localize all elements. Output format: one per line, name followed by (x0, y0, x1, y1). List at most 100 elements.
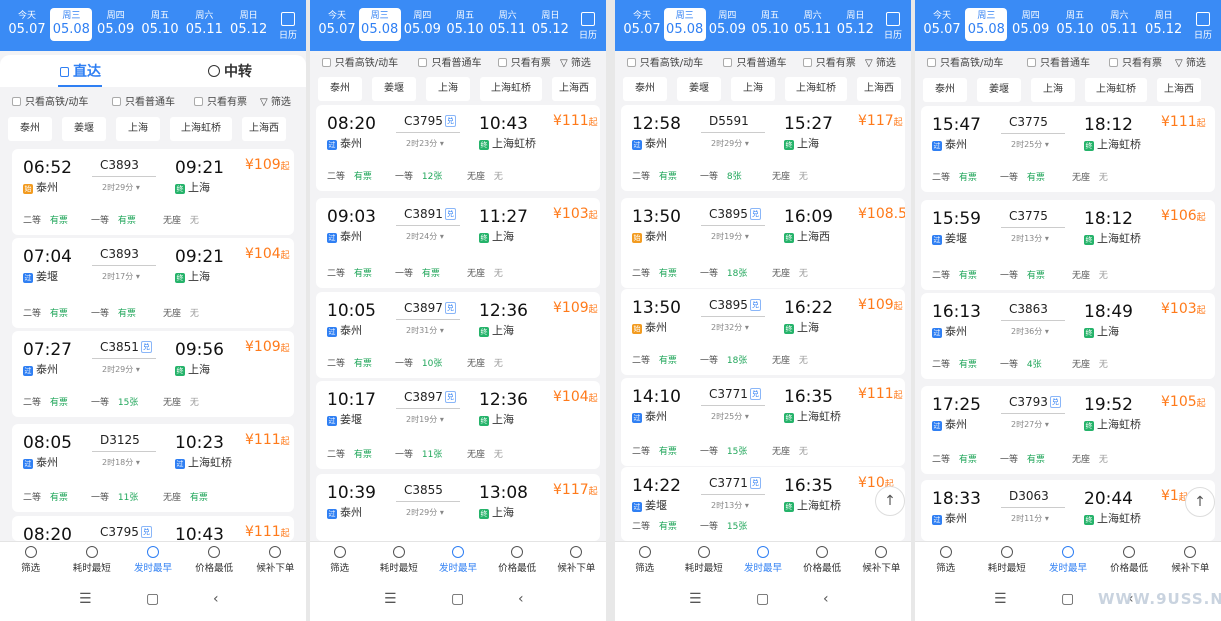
station-chip-4[interactable]: 上海虹桥 (480, 77, 542, 101)
sort-tab-2[interactable]: 耗时最短 (68, 546, 116, 574)
train-card[interactable]: 18:33 D3063 2时11分 ▾ 20:44 过泰州 终上海虹桥 ¥1起 (921, 480, 1215, 541)
sort-tab-5[interactable]: 候补下单 (552, 546, 600, 574)
date-tab-05.12[interactable]: 周日 05.12 (228, 10, 270, 38)
home-icon[interactable]: ▢ (756, 591, 770, 607)
filter-button[interactable]: ▽ 筛选 (260, 93, 291, 108)
train-card[interactable]: 12:58 D5591 2时29分 ▾ 15:27 过泰州终上海 ¥117起 二等 有票 一等… (621, 105, 905, 191)
train-card[interactable]: 13:50 C3895 兑 2时32分 ▾ 16:22 始泰州终上海 ¥109起 二等 有票一… (621, 289, 905, 375)
station-chip-5[interactable]: 上海西 (242, 117, 286, 141)
sort-tab-5[interactable]: 候补下单 (857, 546, 905, 574)
station-chip-5[interactable]: 上海西 (857, 77, 901, 101)
filter-checkbox-1[interactable]: 只看高铁/动车 (12, 93, 88, 108)
filter-checkbox-2[interactable]: 只看普通车 (1027, 54, 1090, 69)
sort-tab-4[interactable]: 价格最低 (493, 546, 541, 574)
sort-tab-4[interactable]: 价格最低 (798, 546, 846, 574)
date-tab-05.08[interactable]: 周三 05.08 (965, 8, 1008, 41)
station-chip-1[interactable]: 泰州 (623, 77, 667, 101)
train-card[interactable]: 14:22 C3771 兑 2时13分 ▾ 16:35 过姜堰终上海虹桥 ¥10起 二等 有票… (621, 467, 905, 541)
train-card[interactable]: 09:03 C3891 兑 2时24分 ▾ 11:27 过泰州终上海 ¥103起 二等 有票一… (316, 198, 600, 288)
date-tab-05.10[interactable]: 周五 05.10 (139, 10, 181, 38)
home-icon[interactable]: ▢ (146, 591, 160, 607)
date-tab-05.07[interactable]: 今天 05.07 (6, 10, 48, 38)
filter-button[interactable]: ▽ 筛选 (865, 54, 896, 69)
station-chip-4[interactable]: 上海虹桥 (1085, 78, 1147, 102)
station-chip-1[interactable]: 泰州 (923, 78, 967, 102)
sort-tab-2[interactable]: 耗时最短 (983, 546, 1031, 574)
calendar-button[interactable]: 日历 (1189, 12, 1217, 41)
date-tab-05.10[interactable]: 周五 05.10 (1054, 10, 1096, 38)
date-tab-05.08[interactable]: 周三 05.08 (663, 8, 706, 41)
date-tab-05.09[interactable]: 周四 05.09 (1010, 10, 1052, 38)
filter-checkbox-2[interactable]: 只看普通车 (723, 54, 786, 69)
train-card[interactable]: 17:25 C3793 兑 2时27分 ▾ 19:52 过泰州终上海虹桥 ¥105起 二等 有… (921, 386, 1215, 474)
station-chip-2[interactable]: 姜堰 (977, 78, 1021, 102)
station-chip-4[interactable]: 上海虹桥 (785, 77, 847, 101)
train-card[interactable]: 10:17 C3897 兑 2时19分 ▾ 12:36 过姜堰终上海 ¥104起 二等 有票一… (316, 381, 600, 469)
date-tab-05.11[interactable]: 周六 05.11 (1098, 10, 1140, 38)
date-tab-05.07[interactable]: 今天 05.07 (316, 10, 358, 38)
station-chip-3[interactable]: 上海 (426, 77, 470, 101)
back-icon[interactable]: ‹ (823, 591, 829, 607)
station-chip-4[interactable]: 上海虹桥 (170, 117, 232, 141)
date-tab-05.09[interactable]: 周四 05.09 (401, 10, 443, 38)
sort-tab-4[interactable]: 价格最低 (190, 546, 238, 574)
sort-tab-3[interactable]: 发时最早 (129, 546, 177, 574)
menu-icon[interactable]: ☰ (384, 591, 397, 607)
date-tab-05.12[interactable]: 周日 05.12 (834, 10, 876, 38)
sort-tab-1[interactable]: 筛选 (621, 546, 669, 574)
home-icon[interactable]: ▢ (451, 591, 465, 607)
sort-tab-1[interactable]: 筛选 (316, 546, 364, 574)
sort-tab-4[interactable]: 价格最低 (1105, 546, 1153, 574)
station-chip-1[interactable]: 泰州 (8, 117, 52, 141)
filter-button[interactable]: ▽ 筛选 (1175, 54, 1206, 69)
sort-tab-2[interactable]: 耗时最短 (680, 546, 728, 574)
menu-icon[interactable]: ☰ (689, 591, 702, 607)
date-tab-05.10[interactable]: 周五 05.10 (749, 10, 791, 38)
sort-tab-5[interactable]: 候补下单 (1166, 546, 1214, 574)
date-tab-05.11[interactable]: 周六 05.11 (183, 10, 225, 38)
station-chip-5[interactable]: 上海西 (552, 77, 596, 101)
scroll-top-button[interactable]: ↑ (875, 486, 905, 516)
filter-button[interactable]: ▽ 筛选 (560, 54, 591, 69)
train-card[interactable]: 14:10 C3771 兑 2时25分 ▾ 16:35 过泰州终上海虹桥 ¥111起 二等 有… (621, 378, 905, 466)
back-icon[interactable]: ‹ (518, 591, 524, 607)
menu-icon[interactable]: ☰ (79, 591, 92, 607)
date-tab-05.11[interactable]: 周六 05.11 (487, 10, 529, 38)
calendar-button[interactable]: 日历 (574, 12, 602, 41)
filter-checkbox-3[interactable]: 只看有票 (497, 54, 551, 69)
station-chip-5[interactable]: 上海西 (1157, 78, 1201, 102)
date-tab-05.08[interactable]: 周三 05.08 (358, 8, 401, 41)
train-card[interactable]: 08:05 D3125 2时18分 ▾ 10:23 过泰州过上海虹桥 ¥111起 二等 有票… (12, 424, 294, 512)
date-tab-05.07[interactable]: 今天 05.07 (921, 10, 963, 38)
station-chip-2[interactable]: 姜堰 (62, 117, 106, 141)
date-tab-05.10[interactable]: 周五 05.10 (444, 10, 486, 38)
train-card[interactable]: 16:13 C3863 2时36分 ▾ 18:49 过泰州终上海 ¥103起 二等 有票 一等… (921, 293, 1215, 379)
station-chip-1[interactable]: 泰州 (318, 77, 362, 101)
station-chip-2[interactable]: 姜堰 (677, 77, 721, 101)
train-card[interactable]: 15:47 C3775 2时25分 ▾ 18:12 过泰州 终上海虹桥 ¥111起 二等 有票… (921, 106, 1215, 192)
filter-checkbox-1[interactable]: 只看高铁/动车 (927, 54, 1003, 69)
sort-tab-1[interactable]: 筛选 (922, 546, 970, 574)
tab-direct[interactable]: 直达 (60, 61, 101, 81)
train-card[interactable]: 08:20 C3795 兑 2时23分 ▾ 10:43 过泰州终上海虹桥 ¥111起 二等 有… (316, 105, 600, 191)
date-tab-05.07[interactable]: 今天 05.07 (621, 10, 663, 38)
date-tab-05.09[interactable]: 周四 05.09 (706, 10, 748, 38)
station-chip-3[interactable]: 上海 (731, 77, 775, 101)
station-chip-3[interactable]: 上海 (116, 117, 160, 141)
date-tab-05.08[interactable]: 周三 05.08 (50, 8, 93, 41)
sort-tab-2[interactable]: 耗时最短 (375, 546, 423, 574)
date-tab-05.11[interactable]: 周六 05.11 (792, 10, 834, 38)
sort-tab-3[interactable]: 发时最早 (1044, 546, 1092, 574)
train-card[interactable]: 07:04 C3893 2时17分 ▾ 09:21 过姜堰终上海 ¥104起 二等 有票 一等… (12, 238, 294, 328)
sort-tab-1[interactable]: 筛选 (7, 546, 55, 574)
station-chip-2[interactable]: 姜堰 (372, 77, 416, 101)
sort-tab-5[interactable]: 候补下单 (251, 546, 299, 574)
tab-transfer[interactable]: 中转 (208, 61, 252, 81)
train-card[interactable]: 06:52 C3893 2时29分 ▾ 09:21 始泰州终上海 ¥109起 二等 有票 一等… (12, 149, 294, 235)
filter-checkbox-3[interactable]: 只看有票 (1109, 54, 1162, 69)
sort-tab-3[interactable]: 发时最早 (434, 546, 482, 574)
calendar-button[interactable]: 日历 (879, 12, 907, 41)
train-card[interactable]: 07:27 C3851 兑 2时29分 ▾ 09:56 过泰州终上海 ¥109起 二等 有票一… (12, 331, 294, 417)
calendar-button[interactable]: 日历 (274, 12, 302, 41)
train-card[interactable]: 08:20 C3795 兑 10:43 ¥111起 (12, 516, 294, 541)
